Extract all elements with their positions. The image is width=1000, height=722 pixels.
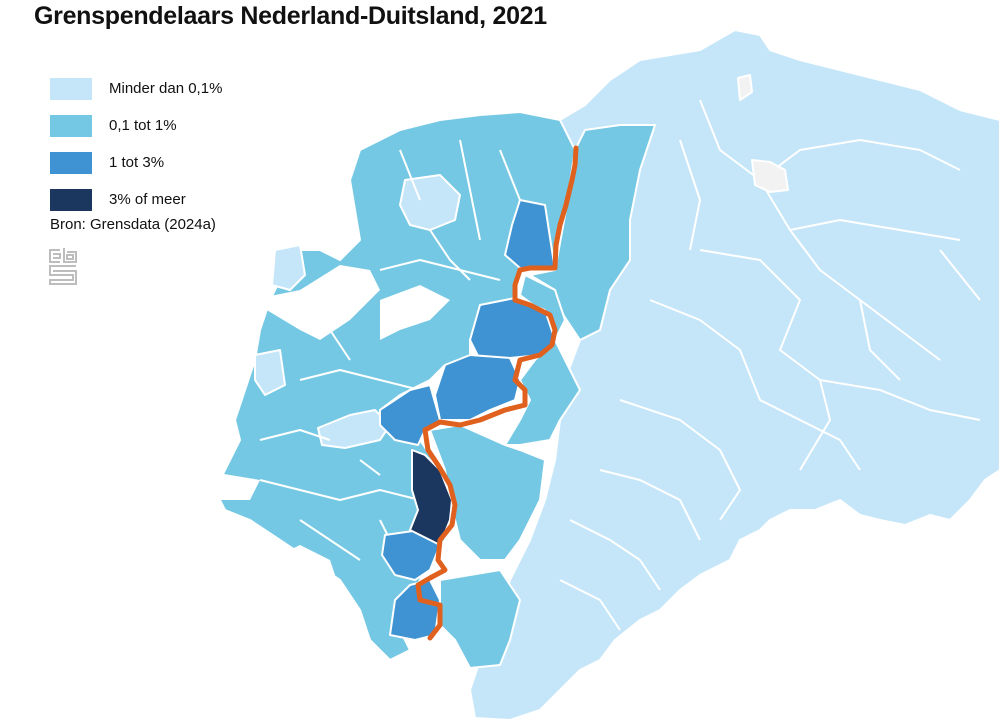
- legend-label: Minder dan 0,1%: [109, 80, 223, 97]
- legend-swatch-light: [50, 77, 92, 100]
- legend-item: 3% of meer: [50, 181, 222, 218]
- nl-blue-region-achterhoek: [434, 354, 521, 421]
- bremen-nodata: [751, 159, 789, 193]
- legend-item: 0,1 tot 1%: [50, 107, 222, 144]
- legend-swatch-blue: [50, 151, 92, 174]
- nl-de-border: [415, 145, 579, 641]
- legend-label: 3% of meer: [109, 191, 186, 208]
- map-title: Grenspendelaars Nederland-Duitsland, 202…: [34, 2, 547, 30]
- legend-item: Minder dan 0,1%: [50, 70, 222, 107]
- source-note: Bron: Grensdata (2024a): [50, 216, 216, 233]
- cbs-logo-icon: [49, 248, 77, 285]
- de-emsland-region: [529, 124, 656, 341]
- legend-label: 1 tot 3%: [109, 154, 165, 171]
- legend-swatch-medium: [50, 114, 92, 137]
- legend-item: 1 tot 3%: [50, 144, 222, 181]
- legend-label: 0,1 tot 1%: [109, 117, 177, 134]
- legend-swatch-dark: [50, 188, 92, 211]
- map-legend: Minder dan 0,1% 0,1 tot 1% 1 tot 3% 3% o…: [50, 70, 222, 218]
